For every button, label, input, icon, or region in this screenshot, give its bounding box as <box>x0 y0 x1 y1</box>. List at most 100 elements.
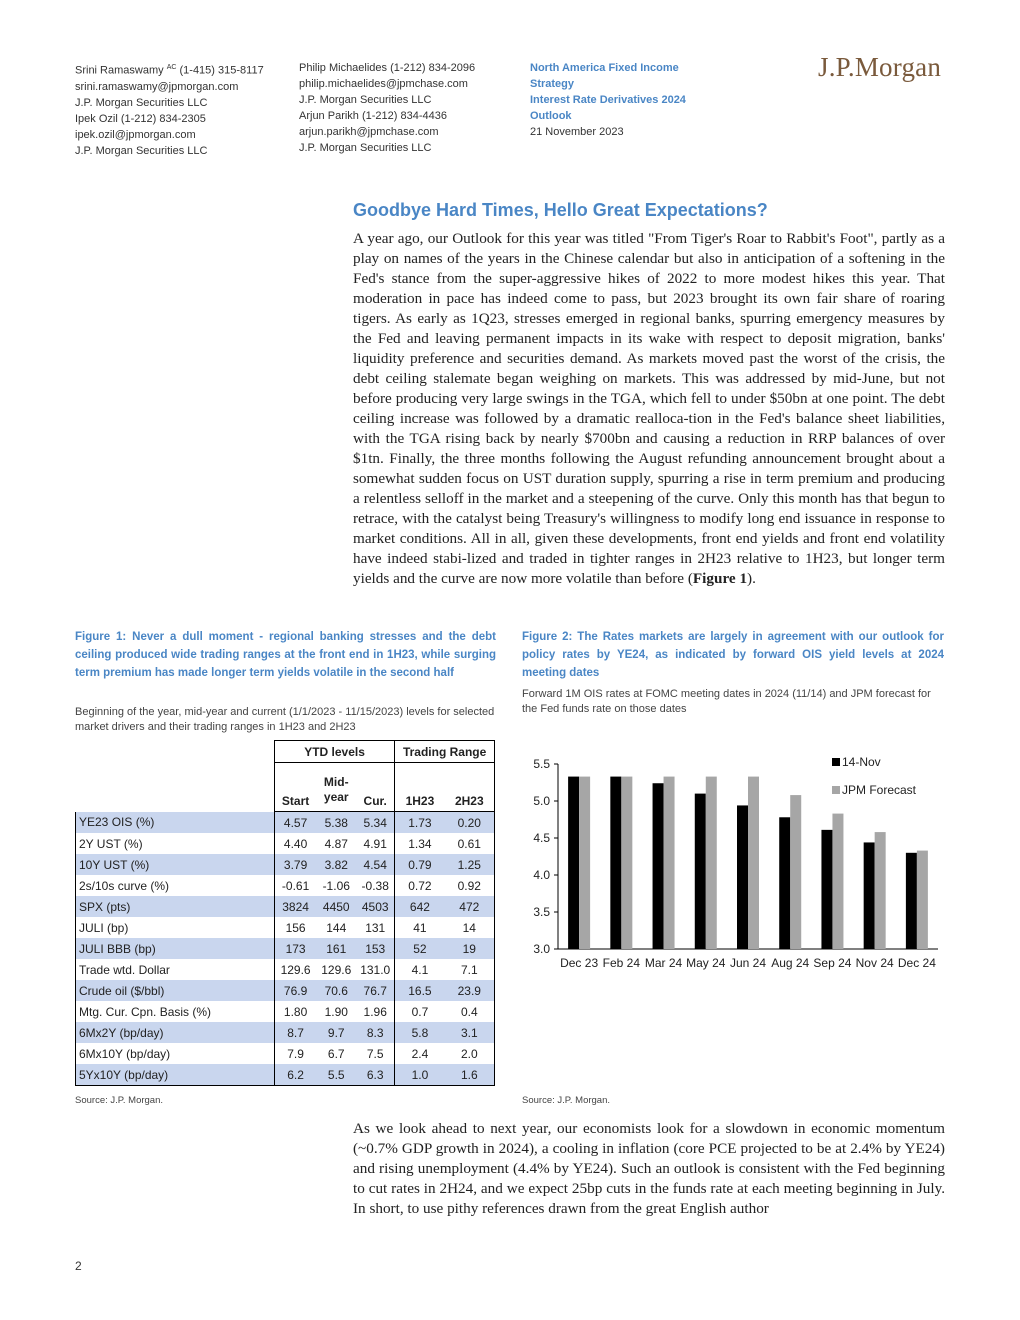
contact-line: Philip Michaelides (1-212) 834-2096 <box>299 62 476 74</box>
table-cell: 5.8 <box>394 1022 445 1043</box>
table-cell: 0.92 <box>444 875 495 896</box>
table-cell: 3.82 <box>316 854 357 875</box>
contact-email[interactable]: srini.ramaswamy@jpmorgan.com <box>75 80 239 93</box>
row-label: 10Y UST (%) <box>75 854 275 875</box>
table-cell: 4.91 <box>363 836 387 851</box>
table-cell: 131.0 <box>360 962 391 977</box>
x-tick-label: Mar 24 <box>645 956 683 970</box>
figure2-bar-chart: 3.0 3.5 4.0 4.5 5.0 5.5 Dec 23 Feb 24 Mar 24 May … <box>533 755 938 970</box>
row-label: 6Mx2Y (bp/day) <box>75 1022 275 1043</box>
table-cell: 6.3 <box>356 1064 395 1086</box>
table-cell: 23.9 <box>444 980 495 1001</box>
contacts-col1: Srini Ramaswamy AC (1-415) 315-8117 srin… <box>75 60 295 159</box>
table-cell: 4.1 <box>394 959 445 980</box>
table-cell: 52 <box>394 938 445 959</box>
bar-jpm-forecast <box>790 795 802 949</box>
article-paragraph: As we look ahead to next year, our econo… <box>353 1120 945 1217</box>
table-cell: 156 <box>273 917 317 938</box>
bar-jpm-forecast <box>748 776 759 949</box>
table-cell: 1.96 <box>363 1004 387 1019</box>
table-row: 6Mx2Y (bp/day) 8.7 9.7 8.3 5.8 3.1 <box>75 1022 495 1043</box>
table-cell: 1.6 <box>444 1064 495 1086</box>
table-cell: 7.5 <box>366 1046 384 1061</box>
contact-line: J.P. Morgan Securities LLC <box>299 94 432 106</box>
col-header-start: Start <box>273 762 317 812</box>
table-cell: 5.5 <box>316 1064 357 1086</box>
bar-jpm-forecast <box>916 850 928 949</box>
table-cell: 3.79 <box>273 854 317 875</box>
y-tick-label: 3.0 <box>533 942 550 956</box>
figure2-title: Figure 2: The Rates markets are largely … <box>522 631 944 679</box>
legend-label: JPM Forecast <box>842 783 917 797</box>
table-cell: 1.80 <box>273 1001 317 1022</box>
contact-line: Ipek Ozil (1-212) 834-2305 <box>75 112 206 125</box>
col-header-2h23: 2H23 <box>444 762 495 812</box>
table-cell: 4.57 <box>273 811 317 833</box>
x-tick-label: Jun 24 <box>730 956 766 970</box>
row-label: YE23 OIS (%) <box>75 811 275 833</box>
bar-jpm-forecast <box>705 776 717 949</box>
table-cell: 144 <box>326 920 347 935</box>
jpmorgan-logo: J.P.Morgan <box>818 52 942 82</box>
table-cell: 8.3 <box>356 1022 395 1043</box>
table-header-cols: Start Mid-year Cur. 1H23 2H23 <box>76 762 495 812</box>
table-header-groups: YTD levels Trading Range <box>76 740 495 763</box>
x-tick-label: Sep 24 <box>813 956 851 970</box>
table-cell: 3824 <box>273 896 317 917</box>
bar-jpm-forecast <box>621 776 633 949</box>
table-cell: 131 <box>365 920 386 935</box>
bar-nov14 <box>694 793 706 949</box>
x-tick-label: Nov 24 <box>856 956 894 970</box>
row-label: 2s/10s curve (%) <box>75 875 275 896</box>
row-label: JULI (bp) <box>75 917 275 938</box>
table-cell: 0.20 <box>444 811 495 833</box>
bar-nov14 <box>905 852 917 949</box>
table-cell: 6.2 <box>273 1064 317 1086</box>
table-cell: -0.38 <box>361 878 389 893</box>
table-cell: 16.5 <box>394 980 445 1001</box>
table-cell: 4.40 <box>273 833 317 854</box>
legend-label: 14-Nov <box>842 755 881 769</box>
figure1-table: YTD levels Trading Range Start Mid-year … <box>75 740 495 1086</box>
table-cell: 76.7 <box>356 980 395 1001</box>
x-tick-label: Dec 23 <box>560 956 598 970</box>
contact-email[interactable]: philip.michaelides@jpmchase.com <box>299 78 468 90</box>
row-label: SPX (pts) <box>75 896 275 917</box>
table-cell: 2.0 <box>444 1043 495 1064</box>
table-cell: 0.4 <box>444 1001 495 1022</box>
table-row: 10Y UST (%) 3.79 3.82 4.54 0.79 1.25 <box>75 854 495 875</box>
bar-nov14 <box>652 783 664 949</box>
table-cell: 4503 <box>356 896 395 917</box>
table-row: Mtg. Cur. Cpn. Basis (%) 1.80 1.90 1.96 0.7 0… <box>75 1001 495 1022</box>
bar-jpm-forecast <box>663 776 675 949</box>
table-row: JULI (bp) 156 144 131 41 14 <box>75 917 495 938</box>
table-cell: 5.34 <box>356 811 395 833</box>
row-label: Crude oil ($/bbl) <box>75 980 275 1001</box>
contact-email[interactable]: ipek.ozil@jpmorgan.com <box>75 128 196 141</box>
figure-reference[interactable]: Figure 1 <box>692 570 748 587</box>
table-cell: 5.38 <box>316 811 357 833</box>
report-title: Outlook <box>530 110 572 122</box>
table-cell: 0.61 <box>444 833 495 854</box>
bar-nov14 <box>610 776 622 949</box>
article-paragraph: A year ago, our Outlook for this year wa… <box>353 230 945 587</box>
table-cell: 4450 <box>316 896 357 917</box>
bar-nov14 <box>737 805 748 949</box>
figure1-source: Source: J.P. Morgan. <box>75 1095 164 1106</box>
x-tick-label: Dec 24 <box>898 956 936 970</box>
contact-line: J.P. Morgan Securities LLC <box>75 144 208 157</box>
report-date: 21 November 2023 <box>530 126 624 138</box>
table-cell: 2.4 <box>394 1043 445 1064</box>
row-label: 2Y UST (%) <box>75 833 275 854</box>
page-number: 2 <box>75 1259 82 1273</box>
y-tick-label: 4.0 <box>533 868 550 882</box>
strategy-name: Strategy <box>530 78 575 90</box>
bar-jpm-forecast <box>832 813 844 949</box>
table-cell: 1.0 <box>394 1064 445 1086</box>
x-tick-label: Feb 24 <box>603 956 641 970</box>
table-row: Trade wtd. Dollar 129.6 129.6 131.0 4.1 7.1 <box>75 959 495 980</box>
contact-line: Arjun Parikh (1-212) 834-4436 <box>299 110 447 122</box>
table-cell: 0.79 <box>394 854 445 875</box>
contact-email[interactable]: arjun.parikh@jpmchase.com <box>299 126 439 138</box>
figure2-subtitle: Forward 1M OIS rates at FOMC meeting dat… <box>522 688 931 715</box>
